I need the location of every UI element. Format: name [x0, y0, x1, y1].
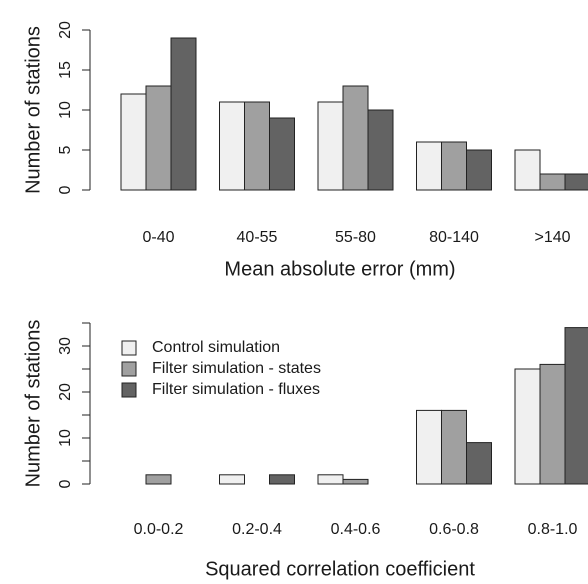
bar: [441, 141, 467, 191]
legend-swatch: [121, 361, 137, 377]
y-tick-label: 10: [57, 101, 74, 119]
y-axis-title: Number of stations: [22, 320, 44, 488]
legend-label: Control simulation: [152, 339, 280, 356]
bar: [219, 474, 245, 485]
bar: [269, 117, 295, 191]
bar: [416, 409, 442, 485]
x-tick-label: 55-80: [335, 229, 376, 246]
bar: [269, 474, 295, 485]
bar: [416, 141, 442, 191]
x-tick-label: 0.4-0.6: [331, 521, 381, 538]
x-tick-label: 0.6-0.8: [429, 521, 479, 538]
bar: [219, 101, 245, 191]
legend-label: Filter simulation - fluxes: [152, 381, 320, 398]
x-axis-title: Squared correlation coefficient: [205, 558, 475, 580]
x-tick-label: 40-55: [237, 229, 278, 246]
bar: [342, 85, 369, 191]
legend-swatch: [121, 382, 137, 398]
y-tick-label: 5: [57, 145, 74, 154]
bar: [145, 474, 172, 485]
y-tick-label: 15: [57, 61, 74, 79]
legend-label: Filter simulation - states: [152, 360, 321, 377]
bar: [564, 327, 588, 485]
x-tick-label: 0.8-1.0: [528, 521, 578, 538]
bar: [514, 149, 541, 191]
bar: [120, 93, 147, 191]
y-tick-label: 20: [57, 21, 74, 39]
bar: [244, 101, 270, 191]
bar: [317, 474, 344, 485]
y-tick-label: 10: [57, 429, 74, 447]
x-tick-label: 0.2-0.4: [232, 521, 282, 538]
bar: [514, 368, 541, 485]
bar: [466, 149, 492, 191]
x-tick-label: 80-140: [429, 229, 479, 246]
y-tick-label: 0: [57, 185, 74, 194]
bar: [342, 478, 369, 485]
bar: [539, 363, 566, 485]
bar: [317, 101, 344, 191]
y-tick-label: 20: [57, 383, 74, 401]
bar: [441, 409, 467, 485]
bar: [145, 85, 172, 191]
legend-swatch: [121, 340, 137, 356]
y-tick-label: 30: [57, 337, 74, 355]
bar: [564, 173, 588, 191]
bar: [170, 37, 197, 191]
y-tick-label: 0: [57, 479, 74, 488]
bar: [367, 109, 394, 191]
x-tick-label: 0.0-0.2: [134, 521, 184, 538]
x-tick-label: >140: [534, 229, 570, 246]
x-tick-label: 0-40: [142, 229, 174, 246]
bar: [466, 442, 492, 485]
x-axis-title: Mean absolute error (mm): [224, 258, 455, 280]
y-axis-title: Number of stations: [22, 26, 44, 194]
bar: [539, 173, 566, 191]
